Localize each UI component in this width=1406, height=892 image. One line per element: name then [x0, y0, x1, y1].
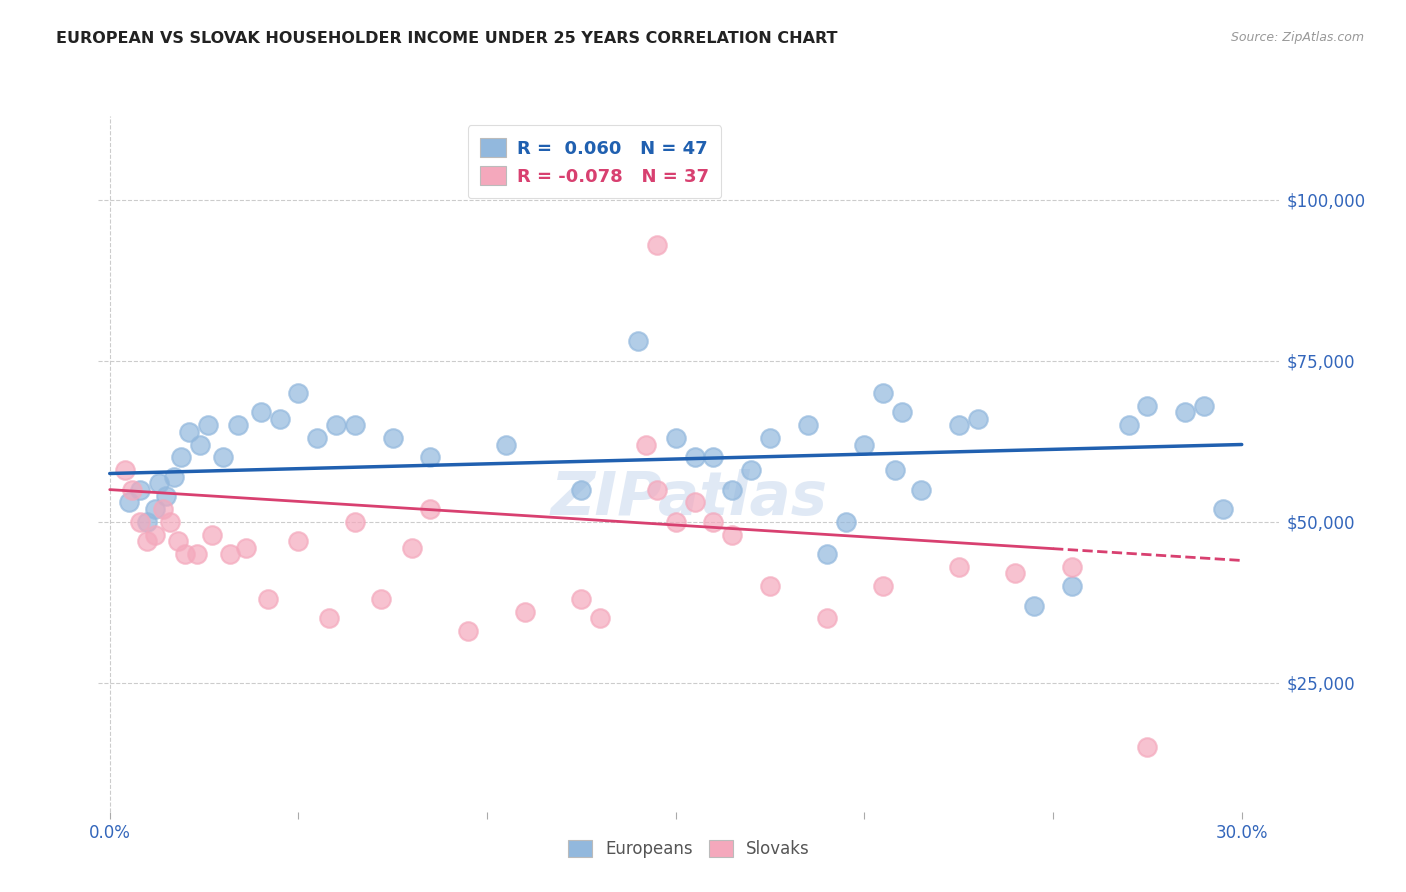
Point	[136, 534, 159, 549]
Point	[174, 547, 197, 561]
Point	[815, 611, 838, 625]
Point	[136, 515, 159, 529]
Point	[683, 495, 706, 509]
Point	[1136, 740, 1159, 755]
Point	[188, 437, 211, 451]
Point	[287, 386, 309, 401]
Point	[419, 502, 441, 516]
Point	[170, 450, 193, 465]
Point	[627, 334, 650, 349]
Point	[121, 483, 143, 497]
Point	[1212, 502, 1234, 516]
Point	[513, 605, 536, 619]
Point	[966, 411, 988, 425]
Point	[152, 502, 174, 516]
Point	[117, 495, 139, 509]
Point	[249, 405, 271, 419]
Point	[702, 450, 724, 465]
Point	[815, 547, 838, 561]
Point	[634, 437, 657, 451]
Point	[740, 463, 762, 477]
Point	[872, 579, 894, 593]
Point	[307, 431, 329, 445]
Point	[759, 431, 782, 445]
Point	[177, 425, 200, 439]
Point	[891, 405, 914, 419]
Point	[665, 431, 688, 445]
Point	[155, 489, 177, 503]
Point	[325, 418, 347, 433]
Point	[1060, 560, 1083, 574]
Point	[143, 527, 166, 541]
Legend: Europeans, Slovaks: Europeans, Slovaks	[560, 831, 818, 866]
Point	[269, 411, 291, 425]
Point	[683, 450, 706, 465]
Point	[1192, 399, 1215, 413]
Point	[1118, 418, 1140, 433]
Point	[318, 611, 340, 625]
Point	[419, 450, 441, 465]
Point	[721, 527, 744, 541]
Point	[645, 237, 668, 252]
Point	[495, 437, 517, 451]
Point	[287, 534, 309, 549]
Point	[226, 418, 249, 433]
Point	[1060, 579, 1083, 593]
Point	[343, 515, 366, 529]
Point	[872, 386, 894, 401]
Text: ZIPatlas: ZIPatlas	[550, 469, 828, 528]
Point	[948, 560, 970, 574]
Point	[571, 592, 593, 607]
Point	[201, 527, 224, 541]
Point	[759, 579, 782, 593]
Point	[665, 515, 688, 529]
Point	[235, 541, 257, 555]
Point	[883, 463, 905, 477]
Point	[721, 483, 744, 497]
Point	[163, 469, 186, 483]
Point	[343, 418, 366, 433]
Point	[1174, 405, 1197, 419]
Point	[797, 418, 820, 433]
Point	[589, 611, 612, 625]
Point	[948, 418, 970, 433]
Point	[702, 515, 724, 529]
Point	[114, 463, 136, 477]
Point	[186, 547, 208, 561]
Text: Source: ZipAtlas.com: Source: ZipAtlas.com	[1230, 31, 1364, 45]
Point	[401, 541, 423, 555]
Point	[457, 624, 479, 639]
Point	[257, 592, 280, 607]
Point	[212, 450, 235, 465]
Point	[910, 483, 932, 497]
Point	[853, 437, 876, 451]
Point	[159, 515, 181, 529]
Point	[381, 431, 404, 445]
Point	[571, 483, 593, 497]
Point	[148, 476, 170, 491]
Point	[129, 515, 152, 529]
Point	[645, 483, 668, 497]
Point	[129, 483, 152, 497]
Point	[1024, 599, 1046, 613]
Point	[834, 515, 856, 529]
Point	[1004, 566, 1026, 581]
Point	[197, 418, 219, 433]
Text: EUROPEAN VS SLOVAK HOUSEHOLDER INCOME UNDER 25 YEARS CORRELATION CHART: EUROPEAN VS SLOVAK HOUSEHOLDER INCOME UN…	[56, 31, 838, 46]
Point	[166, 534, 188, 549]
Point	[370, 592, 392, 607]
Point	[143, 502, 166, 516]
Point	[219, 547, 242, 561]
Point	[1136, 399, 1159, 413]
